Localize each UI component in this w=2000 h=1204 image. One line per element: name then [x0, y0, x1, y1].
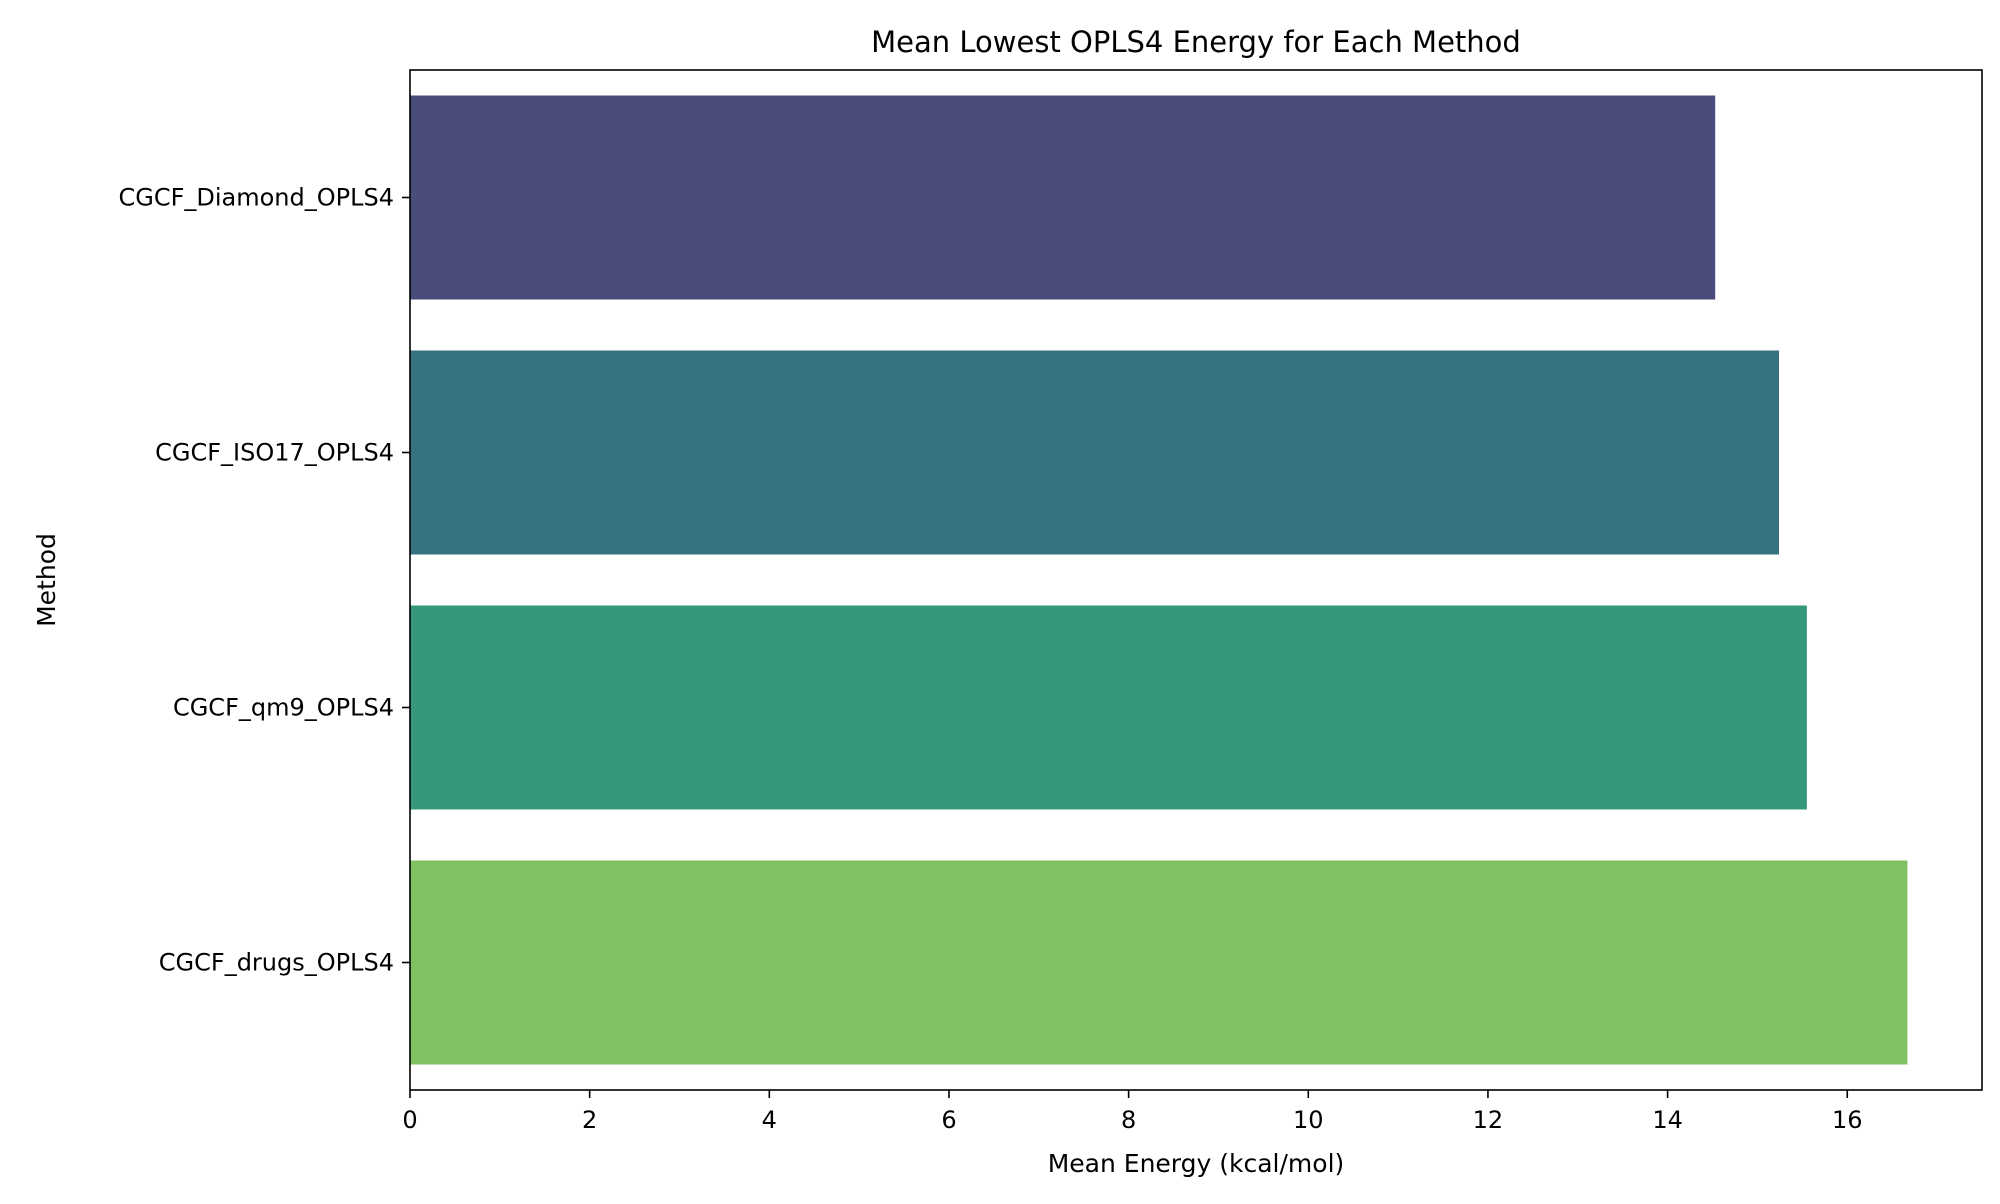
chart-title: Mean Lowest OPLS4 Energy for Each Method: [871, 25, 1521, 59]
y-tick-label: CGCF_drugs_OPLS4: [159, 949, 394, 977]
x-tick-label: 12: [1473, 1106, 1504, 1134]
y-tick-label: CGCF_qm9_OPLS4: [173, 694, 394, 722]
bar-CGCF_qm9_OPLS4: [410, 605, 1807, 810]
bar-CGCF_drugs_OPLS4: [410, 860, 1908, 1065]
x-tick-label: 10: [1293, 1106, 1324, 1134]
x-axis: 0 2 4 6 8 10 12 14 16: [402, 1090, 1863, 1134]
bar-CGCF_ISO17_OPLS4: [410, 350, 1779, 555]
x-tick-label: 16: [1832, 1106, 1863, 1134]
x-tick-label: 0: [402, 1106, 417, 1134]
x-tick-label: 6: [941, 1106, 956, 1134]
bar-CGCF_Diamond_OPLS4: [410, 95, 1716, 300]
x-axis-label: Mean Energy (kcal/mol): [1048, 1149, 1345, 1178]
bars-layer: [410, 95, 1908, 1065]
y-axis: CGCF_Diamond_OPLS4 CGCF_ISO17_OPLS4 CGCF_q…: [118, 184, 410, 977]
y-tick-label: CGCF_Diamond_OPLS4: [118, 184, 394, 212]
y-axis-label: Method: [32, 533, 61, 627]
x-tick-label: 8: [1121, 1106, 1136, 1134]
x-tick-label: 2: [582, 1106, 597, 1134]
plot-frame: [409, 69, 1983, 1091]
x-tick-label: 4: [762, 1106, 777, 1134]
y-tick-label: CGCF_ISO17_OPLS4: [155, 439, 394, 467]
x-tick-label: 14: [1652, 1106, 1683, 1134]
